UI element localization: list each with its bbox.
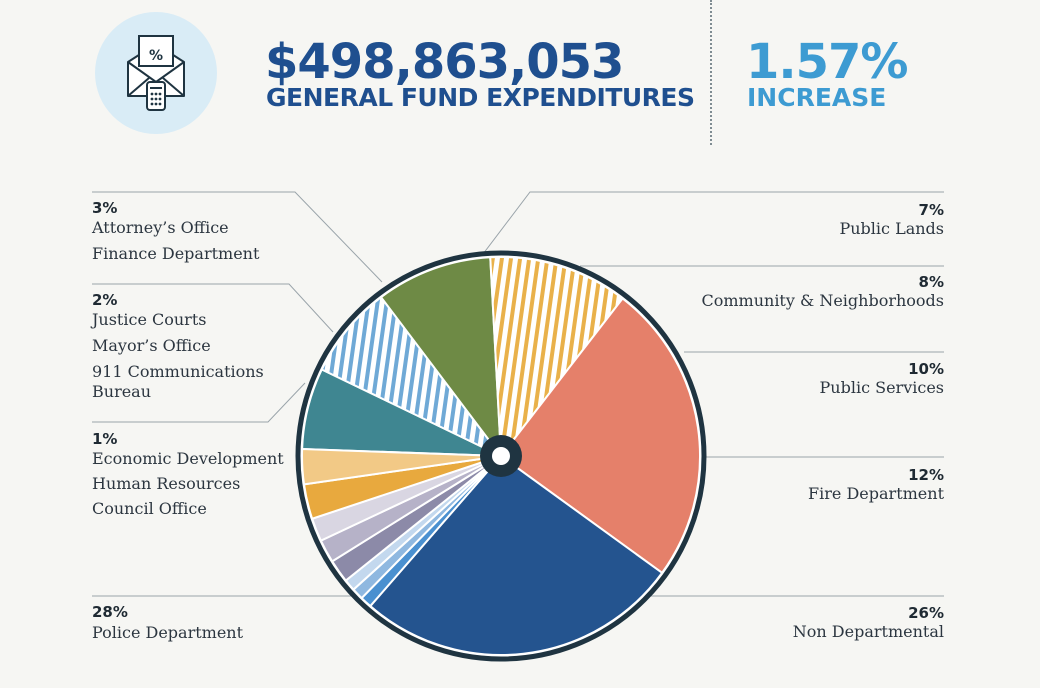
percent-glyph: % [149,48,163,64]
label-7pct-value: 7% [918,201,944,219]
envelope-percent-icon: % [127,35,185,111]
label-justice-courts: Justice Courts [92,310,207,329]
header-divider [710,0,712,145]
label-economic-development: Economic Development [92,449,284,468]
expenditure-amount: $498,863,053 [265,34,624,90]
pie-slice-community-neighborhoods [320,295,502,457]
label-10pct-value: 10% [908,360,944,378]
label-finance-department: Finance Department [92,244,260,263]
pie-slice-finance-department [301,448,502,486]
label-28pct-value: 28% [92,603,128,621]
label-non-departmental: Non Departmental [792,622,944,641]
label-public-services: Public Services [819,378,944,397]
label-council-office: Council Office [92,499,207,518]
label-8pct-value: 8% [918,273,944,291]
pie-slice-fire-department [489,256,624,459]
label-26pct-value: 26% [908,604,944,622]
leader-1pct [92,382,306,423]
label-fire-department: Fire Department [808,484,944,503]
label-attorneys-office: Attorney’s Office [92,218,229,237]
label-police-department: Police Department [92,623,244,642]
leader-3pct [92,191,383,283]
pie-hub-center [492,447,510,465]
label-1pct-value: 1% [92,430,118,448]
label-bureau: Bureau [92,382,152,401]
increase-label: INCREASE [747,83,887,112]
label-2pct-value: 2% [92,291,118,309]
pie-slice-non-departmental [499,297,701,575]
pie-slice-public-services [379,256,503,460]
increase-percent: 1.57% [746,34,909,90]
label-12pct-value: 12% [908,466,944,484]
expenditure-amount-label: GENERAL FUND EXPENDITURES [266,83,695,112]
leader-2pct [92,283,334,333]
envelope-percent-icon-badge: % [95,12,217,134]
leader-lines [92,191,944,597]
label-community-neighborhoods: Community & Neighborhoods [701,291,944,310]
leader-7pct [479,191,944,259]
label-public-lands: Public Lands [839,219,944,238]
pie-slice-police-department [368,454,664,656]
label-3pct-value: 3% [92,199,118,217]
label-911-communications: 911 Communications [92,362,264,381]
label-human-resources: Human Resources [92,474,241,493]
label-mayors-office: Mayor’s Office [92,336,211,355]
pie-slices [301,256,701,656]
